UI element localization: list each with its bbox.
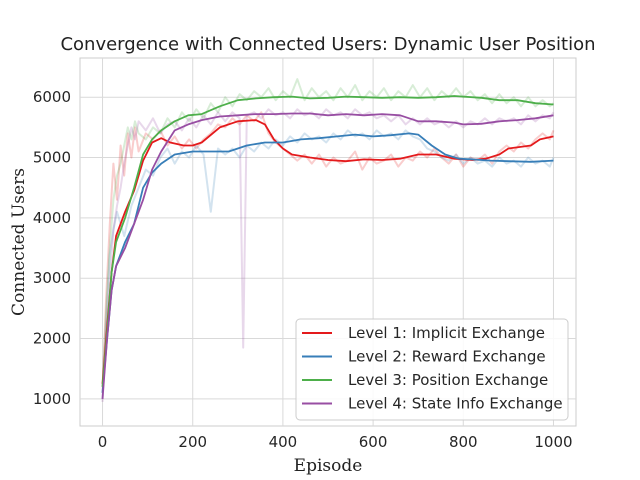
smoothed-series-line-4	[101, 112, 554, 399]
y-tick-label: 3000	[33, 269, 71, 287]
y-tick-label: 2000	[33, 330, 71, 348]
y-axis-label: Connected Users	[9, 168, 29, 316]
x-tick-label: 600	[359, 433, 388, 451]
legend: Level 1: Implicit Exchange Level 2: Rewar…	[295, 318, 569, 421]
raw-series-line-2	[101, 129, 555, 399]
x-tick-label: 200	[178, 433, 207, 451]
y-tick-label: 6000	[33, 88, 71, 106]
y-tick-label: 5000	[33, 149, 71, 167]
x-axis-label: Episode	[294, 456, 363, 476]
y-tick-label: 4000	[33, 209, 71, 227]
legend-label-1: Level 1: Implicit Exchange	[348, 324, 545, 342]
smoothed-series-line-3	[101, 95, 554, 387]
legend-label-3: Level 3: Position Exchange	[348, 371, 548, 389]
x-tick-label: 800	[449, 433, 478, 451]
smoothed-series-layer	[101, 95, 554, 399]
y-tick-label: 1000	[33, 390, 71, 408]
legend-frame	[295, 318, 569, 421]
legend-label-4: Level 4: State Info Exchange	[348, 395, 563, 413]
legend-label-2: Level 2: Reward Exchange	[348, 348, 546, 366]
x-tick-label: 400	[269, 433, 298, 451]
x-tick-label: 1000	[534, 433, 572, 451]
x-tick-label: 0	[98, 433, 108, 451]
chart-title: Convergence with Connected Users: Dynami…	[60, 34, 595, 55]
tick-labels: 0 200 400 600 800 1000 1000 2000 3000 4000 5000 600…	[33, 88, 573, 451]
